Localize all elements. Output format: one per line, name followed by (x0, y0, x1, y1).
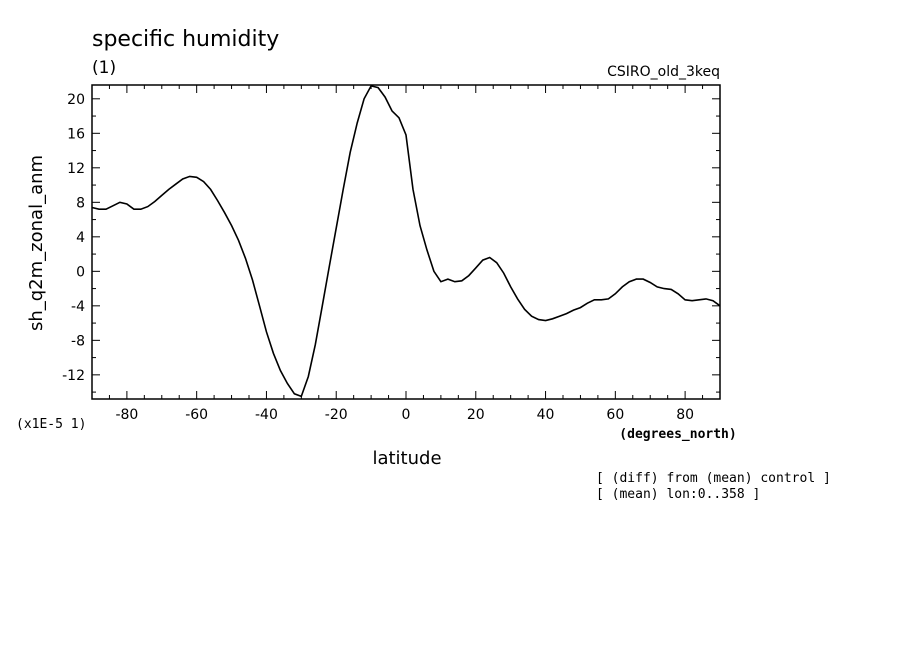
y-tick-label: -4 (71, 299, 85, 315)
y-tick-label: -8 (71, 333, 85, 349)
x-tick-label: -40 (255, 407, 278, 423)
y-scale-label: (x1E-5 1) (16, 417, 86, 432)
x-tick-label: 20 (467, 407, 485, 423)
series-line (91, 84, 721, 398)
note-line-2: [ (mean) lon:0..358 ] (596, 487, 760, 502)
x-tick-label: 60 (606, 407, 624, 423)
x-tick-label: 0 (402, 407, 411, 423)
y-tick-label: 0 (76, 264, 85, 280)
chart-subtitle: (1) (92, 58, 116, 78)
plot-frame (91, 84, 721, 400)
x-tick-label: -80 (115, 407, 138, 423)
x-tick-label: -60 (185, 407, 208, 423)
y-tick-label: 16 (67, 126, 85, 142)
x-units-label: (degrees_north) (619, 427, 736, 442)
y-tick-label: 8 (76, 195, 85, 211)
x-tick-label: 40 (537, 407, 555, 423)
y-tick-label: 4 (76, 230, 85, 246)
note-line-1: [ (diff) from (mean) control ] (596, 471, 831, 486)
model-label: CSIRO_old_3keq (607, 64, 720, 80)
x-tick-label: 80 (676, 407, 694, 423)
y-tick-label: -12 (62, 368, 85, 384)
x-tick-label: -20 (325, 407, 348, 423)
y-axis-label: sh_q2m_zonal_anm (26, 155, 47, 331)
y-tick-label: 20 (67, 92, 85, 108)
x-axis-label: latitude (372, 448, 441, 469)
chart-title: specific humidity (92, 27, 279, 52)
y-tick-label: 12 (67, 161, 85, 177)
